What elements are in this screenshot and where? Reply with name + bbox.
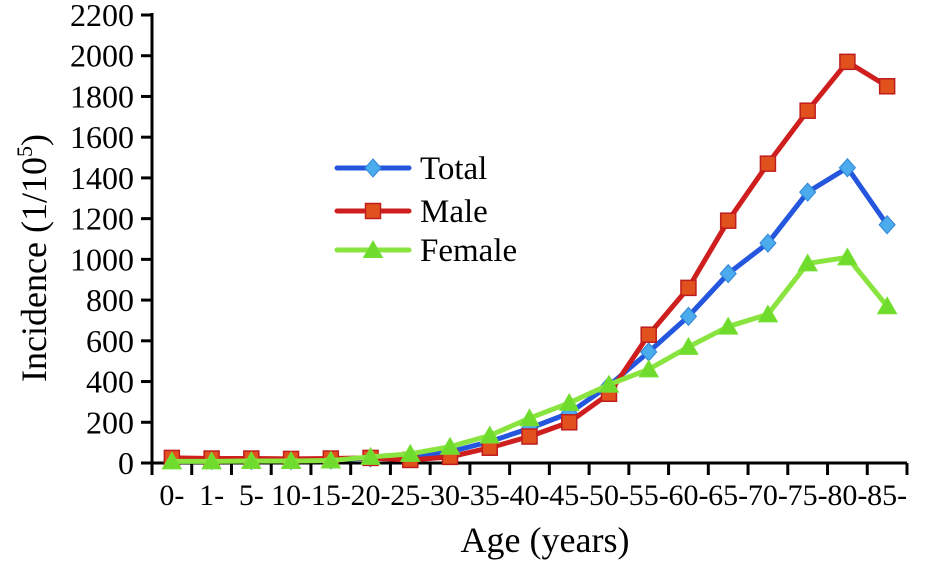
marker-female	[479, 425, 501, 444]
marker-male	[640, 326, 657, 343]
y-axis-title: Incidence (1/105)	[12, 134, 54, 382]
y-tick-label: 200	[86, 404, 134, 440]
x-axis-title: Age (years)	[461, 520, 630, 560]
y-tick-label: 2200	[70, 0, 134, 33]
marker-male	[560, 414, 578, 431]
marker-total	[679, 306, 698, 327]
marker-female	[717, 316, 739, 335]
x-tick-label: 25-	[390, 479, 430, 512]
marker-female	[360, 446, 381, 465]
y-tick-label: 0	[118, 445, 134, 481]
marker-female	[757, 304, 779, 323]
y-tick-label: 1000	[70, 241, 134, 277]
marker-female	[678, 336, 699, 355]
y-tick-label: 2000	[70, 38, 134, 74]
legend-marker-female	[362, 239, 384, 258]
marker-male	[759, 155, 777, 172]
x-tick-label: 65-	[708, 479, 748, 512]
y-tick-label: 1200	[70, 201, 134, 237]
marker-female	[240, 450, 262, 469]
marker-female	[519, 408, 540, 427]
marker-female	[320, 450, 342, 469]
x-tick-label: 1-	[199, 479, 224, 512]
legend-marker-male	[364, 202, 382, 220]
x-tick-label: 10-	[271, 479, 311, 512]
x-tick-label: 40-	[510, 479, 550, 512]
x-tick-label: 75-	[788, 479, 828, 512]
marker-male	[878, 78, 896, 95]
x-tick-label: 70-	[748, 479, 788, 512]
y-tick-label: 400	[86, 364, 134, 400]
marker-total	[838, 157, 857, 178]
legend-label-total: Total	[420, 151, 487, 187]
x-tick-label: 45-	[549, 479, 589, 512]
y-tick-label: 1600	[70, 119, 134, 155]
marker-female	[201, 451, 222, 470]
marker-female	[439, 436, 461, 455]
x-tick-label: 5-	[239, 479, 264, 512]
x-tick-label: 0-	[159, 479, 184, 512]
y-tick-label: 600	[86, 323, 134, 359]
x-tick-label: 15-	[311, 479, 351, 512]
x-tick-label: 60-	[668, 479, 708, 512]
marker-total	[759, 233, 777, 253]
marker-female	[598, 374, 620, 393]
legend-label-male: Male	[420, 194, 488, 230]
marker-male	[799, 102, 816, 119]
x-tick-label: 55-	[629, 479, 669, 512]
marker-male	[521, 428, 538, 445]
legend-label-female: Female	[420, 233, 517, 269]
x-tick-label: 30-	[430, 479, 470, 512]
y-tick-label: 1800	[70, 78, 134, 114]
marker-total	[719, 263, 737, 284]
marker-male	[719, 212, 737, 229]
x-tick-label: 80-	[827, 479, 867, 512]
marker-female	[399, 443, 421, 462]
marker-total	[798, 182, 817, 202]
marker-female	[638, 359, 660, 378]
marker-female	[876, 296, 898, 315]
x-tick-label: 50-	[589, 479, 629, 512]
x-tick-label: 85-	[867, 479, 907, 512]
marker-female	[558, 392, 580, 411]
legend-marker-total	[364, 158, 382, 178]
marker-male	[680, 279, 697, 297]
series-line-male	[169, 59, 890, 463]
marker-female	[161, 451, 183, 470]
marker-female	[797, 253, 819, 272]
y-tick-label: 800	[86, 282, 134, 318]
marker-female	[280, 450, 302, 469]
marker-male	[839, 53, 856, 71]
marker-total	[878, 214, 896, 235]
x-tick-label: 20-	[351, 479, 391, 512]
marker-female	[837, 247, 858, 266]
x-tick-label: 35-	[470, 479, 510, 512]
y-tick-label: 1400	[70, 160, 134, 196]
